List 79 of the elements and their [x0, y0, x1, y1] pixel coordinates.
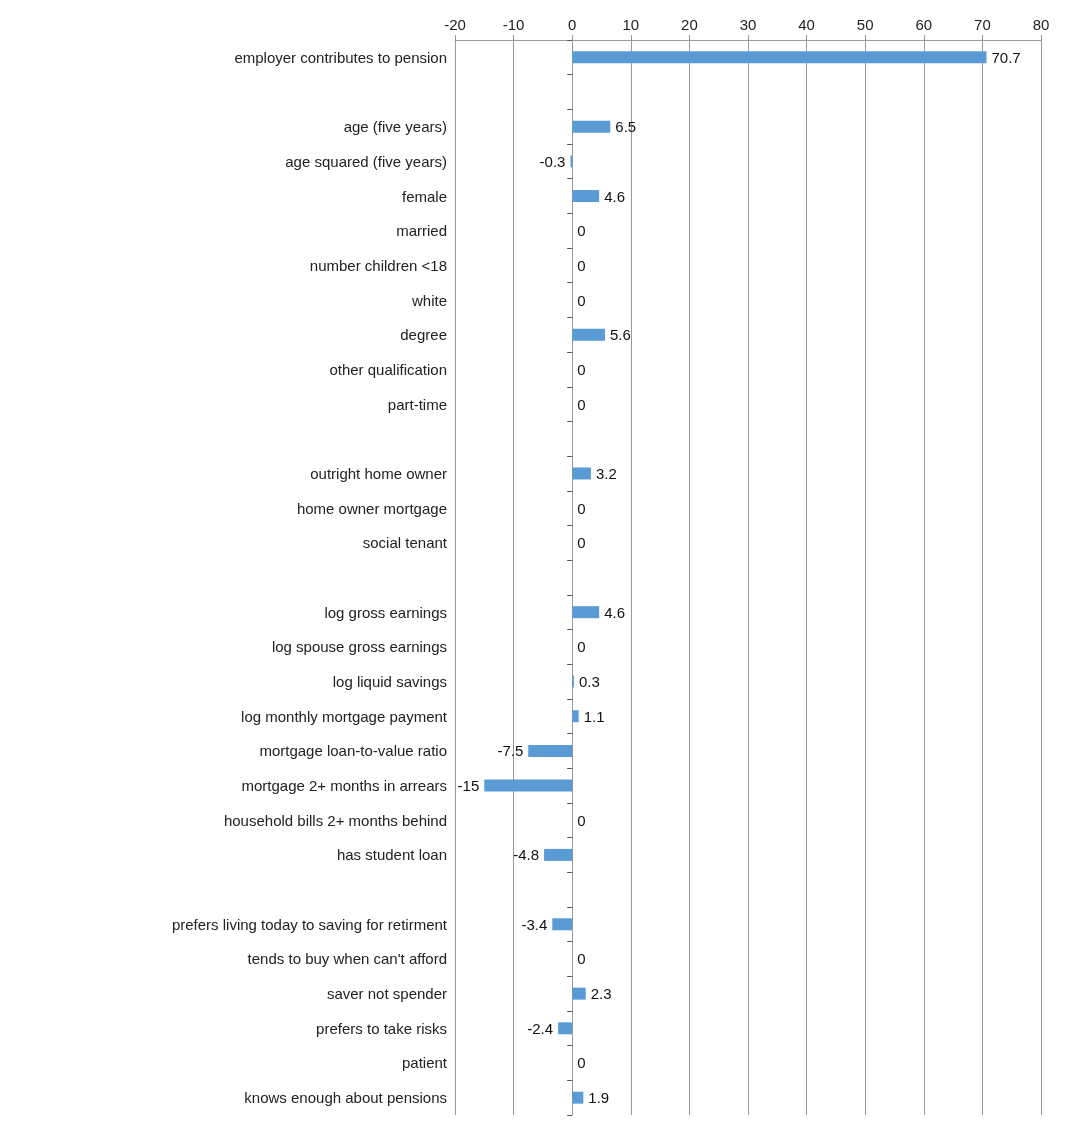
y-tick-label: household bills 2+ months behind	[223, 811, 447, 829]
data-label: 1.1	[583, 707, 605, 725]
y-tick-label: tends to buy when can't afford	[247, 950, 447, 968]
data-label: 0.3	[578, 673, 600, 691]
bar	[572, 51, 987, 64]
x-tick-label: 0	[568, 16, 577, 33]
data-label: -3.4	[521, 915, 548, 933]
data-label: 4.6	[604, 603, 626, 621]
bar	[544, 848, 573, 861]
data-label: -7.5	[497, 742, 524, 760]
y-tick-label: married	[396, 222, 447, 240]
bar	[572, 190, 600, 203]
y-tick-label: employer contributes to pension	[234, 48, 447, 66]
data-label: 0	[577, 499, 586, 517]
data-label: -0.3	[539, 152, 566, 170]
y-tick-label: has student loan	[336, 846, 447, 864]
y-tick-label: other qualification	[329, 360, 447, 378]
data-label: -4.8	[513, 846, 540, 864]
data-label: 4.6	[604, 187, 626, 205]
y-tick-label: age (five years)	[343, 118, 447, 136]
data-label: 0	[577, 256, 586, 274]
y-tick-label: degree	[400, 326, 447, 344]
bar	[558, 1022, 573, 1035]
data-label: -15	[457, 777, 480, 795]
y-tick-label: part-time	[387, 395, 447, 413]
data-label: 0	[577, 291, 586, 309]
y-tick-label: female	[401, 187, 447, 205]
x-tick-label: -20	[444, 16, 466, 33]
data-label: 0	[577, 638, 586, 656]
y-tick-label: social tenant	[362, 534, 448, 552]
x-tick-label: 60	[915, 16, 933, 33]
data-label: 0	[577, 950, 586, 968]
x-tick-label: 30	[739, 16, 757, 33]
y-tick-label: patient	[401, 1054, 448, 1072]
y-tick-label: knows enough about pensions	[244, 1089, 447, 1107]
data-label: -2.4	[527, 1019, 554, 1037]
data-label: 1.9	[588, 1089, 610, 1107]
data-label: 2.3	[590, 985, 612, 1003]
data-label: 70.7	[991, 48, 1021, 66]
x-tick-label: -10	[502, 16, 525, 33]
y-tick-label: log monthly mortgage payment	[241, 707, 448, 725]
data-label: 3.2	[595, 464, 617, 482]
y-tick-label: white	[410, 291, 447, 309]
bar	[572, 606, 600, 619]
data-label: 6.5	[615, 118, 637, 136]
y-tick-label: log spouse gross earnings	[271, 638, 447, 656]
bar	[528, 744, 573, 757]
data-label: 0	[577, 1054, 586, 1072]
x-tick-label: 70	[974, 16, 991, 33]
bar	[572, 710, 579, 723]
data-label: 0	[577, 395, 586, 413]
y-tick-label: mortgage 2+ months in arrears	[241, 777, 447, 795]
x-tick-label: 10	[622, 16, 640, 33]
x-tick-label: 40	[798, 16, 815, 33]
y-tick-label: outright home owner	[310, 464, 447, 482]
y-tick-label: log gross earnings	[324, 603, 447, 621]
y-tick-label: mortgage loan-to-value ratio	[259, 742, 447, 760]
y-tick-label: prefers to take risks	[316, 1019, 447, 1037]
y-tick-label: prefers living today to saving for retirment	[171, 915, 448, 933]
data-label: 5.6	[610, 326, 631, 344]
data-label: 0	[577, 811, 586, 829]
bar	[572, 1091, 584, 1104]
bar	[552, 918, 573, 931]
x-tick-label: 80	[1032, 16, 1050, 33]
bar	[484, 779, 573, 792]
bar	[572, 328, 606, 341]
data-label: 0	[577, 222, 586, 240]
y-tick-label: home owner mortgage	[296, 499, 447, 517]
x-tick-label: 20	[681, 16, 698, 33]
x-tick-label: 50	[856, 16, 874, 33]
y-tick-label: number children <18	[309, 256, 447, 274]
data-label: 0	[577, 360, 586, 378]
data-label: 0	[577, 534, 586, 552]
y-tick-label: saver not spender	[326, 985, 447, 1003]
bar	[572, 120, 611, 133]
y-tick-label: log liquid savings	[332, 673, 447, 691]
bar	[572, 467, 591, 480]
bar	[572, 987, 586, 1000]
y-tick-label: age squared (five years)	[285, 152, 447, 170]
